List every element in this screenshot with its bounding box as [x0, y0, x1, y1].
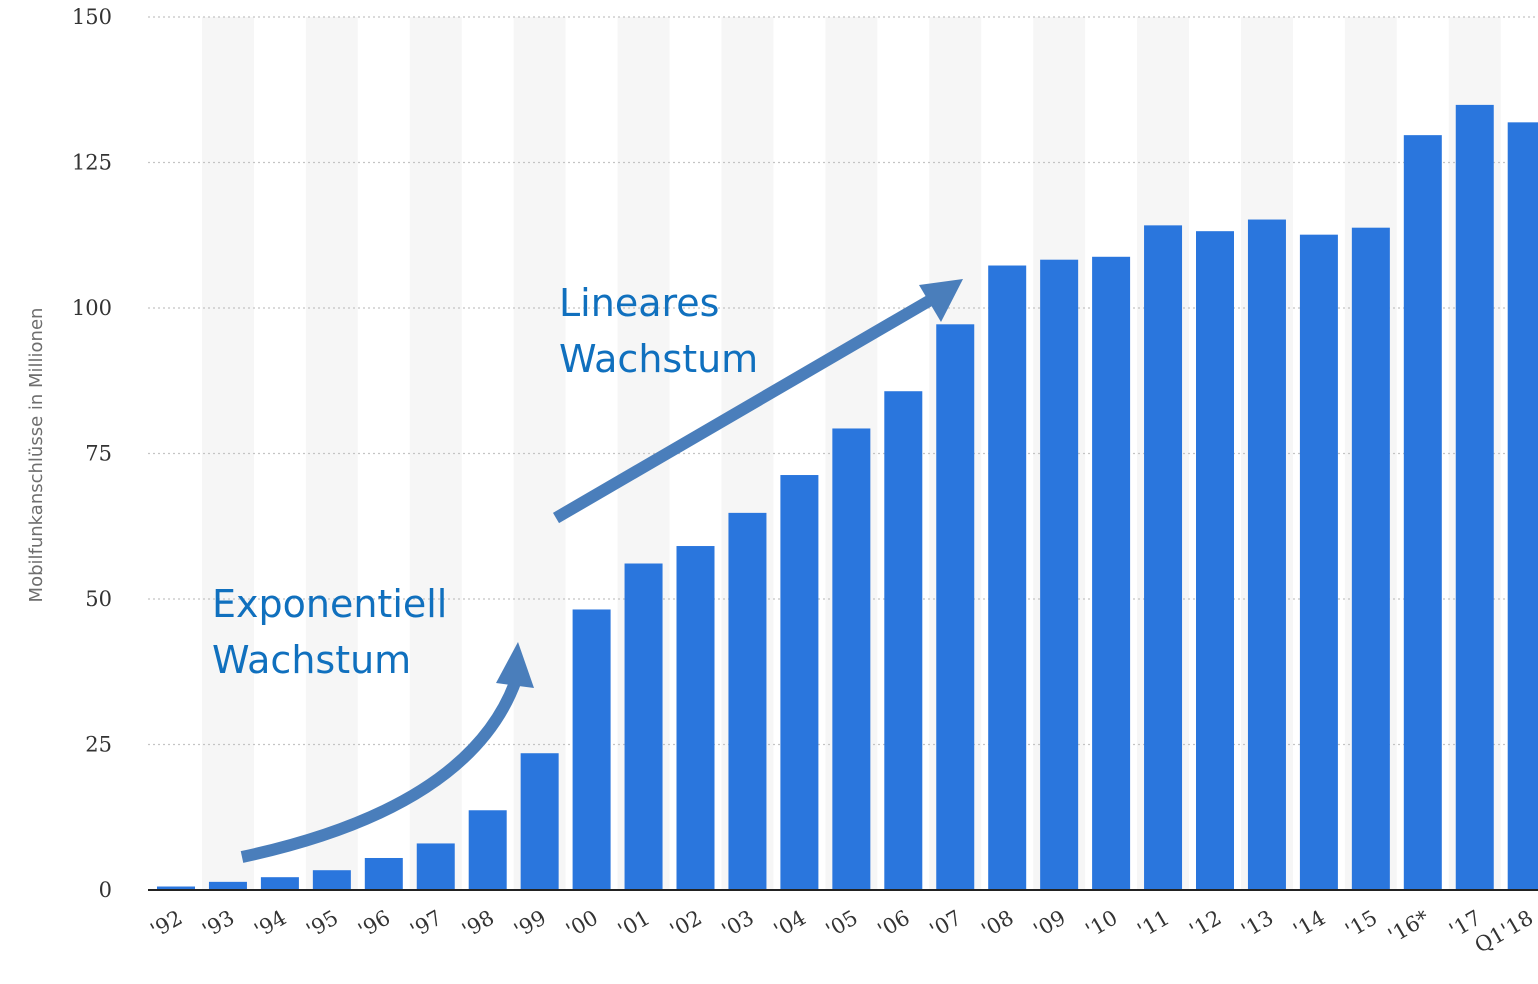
annotation-exponential-line-1: Exponentiell: [212, 582, 448, 626]
bar: [780, 475, 819, 890]
x-tick-label: '99: [510, 906, 550, 943]
y-tick-label: 150: [72, 5, 112, 29]
x-tick-label: '93: [198, 906, 238, 943]
x-tick-label: '10: [1081, 906, 1121, 943]
x-axis-ticks: '92 '93 '94 '95 '96 '97 '98 '99 '00 '01 '02 '03 '04 '…: [146, 905, 1537, 958]
x-tick-label: '97: [406, 906, 446, 943]
x-tick-label: '13: [1237, 906, 1277, 943]
column-stripe: [201, 17, 254, 890]
bar: [208, 881, 247, 890]
linear-arrow-head: [919, 279, 963, 322]
x-tick-label: '07: [926, 906, 966, 943]
y-tick-label: 25: [85, 733, 112, 757]
x-tick-label: '12: [1185, 906, 1225, 943]
x-tick-label: '11: [1133, 906, 1173, 943]
annotation-exponential-line-2: Wachstum: [212, 638, 412, 682]
exponential-arrow: [240, 677, 522, 863]
x-tick-label: '08: [978, 906, 1018, 943]
x-tick-label: '92: [146, 906, 186, 943]
bar: [676, 546, 715, 890]
x-tick-label: '96: [354, 906, 394, 943]
bar: [884, 391, 923, 890]
annotation-exponential: Exponentiell Wachstum: [212, 576, 447, 688]
linear-arrow: [552, 292, 938, 524]
annotation-linear-line-1: Lineares: [559, 281, 720, 325]
x-tick-label: '05: [822, 906, 862, 943]
y-tick-label: 125: [72, 151, 112, 175]
x-tick-label: '00: [562, 906, 602, 943]
bar: [1040, 259, 1079, 891]
y-tick-label: 75: [85, 442, 112, 466]
y-tick-label: 50: [85, 587, 112, 611]
bars: [157, 104, 1538, 891]
x-tick-label: '02: [666, 906, 706, 943]
x-tick-label: '14: [1289, 906, 1329, 943]
annotation-linear: Lineares Wachstum: [559, 275, 758, 387]
exponential-arrow-head: [496, 642, 534, 688]
bar: [260, 877, 299, 890]
x-tick-label: '94: [250, 906, 290, 943]
x-tick-label: '03: [718, 906, 758, 943]
bar: [520, 753, 559, 890]
x-tick-label: '16*: [1384, 905, 1434, 948]
bar: [624, 563, 663, 890]
bar: [1092, 256, 1131, 890]
y-axis-label: Mobilfunkanschlüsse in Millionen: [26, 308, 47, 603]
bar: [1196, 231, 1234, 890]
x-tick-label: '09: [1030, 906, 1070, 943]
y-tick-label: 100: [72, 296, 112, 320]
bar: [468, 810, 507, 890]
y-tick-label: 0: [99, 878, 112, 902]
bar: [1507, 122, 1538, 891]
x-tick-label: '98: [458, 906, 498, 943]
bar: [1144, 225, 1183, 890]
bar: [1351, 227, 1390, 890]
x-tick-label: '15: [1341, 906, 1381, 943]
x-tick-label: '95: [302, 906, 342, 943]
bar: [1455, 104, 1494, 890]
y-axis-ticks: 0 25 50 75 100 125 150: [72, 5, 112, 902]
x-tick-label: '06: [874, 906, 914, 943]
bar: [988, 265, 1027, 890]
x-tick-label: Q1'18: [1471, 906, 1538, 958]
bar: [312, 870, 351, 890]
bar: [1299, 234, 1338, 891]
annotation-linear-line-2: Wachstum: [559, 337, 759, 381]
bar: [936, 324, 975, 890]
bar: [832, 428, 871, 890]
x-tick-label: '01: [614, 906, 654, 943]
bar: [364, 857, 403, 890]
bar: [157, 886, 195, 890]
x-tick-label: '04: [770, 906, 810, 943]
bar: [416, 843, 455, 890]
bar: [1247, 219, 1286, 890]
bar: [728, 512, 767, 890]
bar: [572, 609, 611, 890]
bar: [1403, 135, 1442, 890]
